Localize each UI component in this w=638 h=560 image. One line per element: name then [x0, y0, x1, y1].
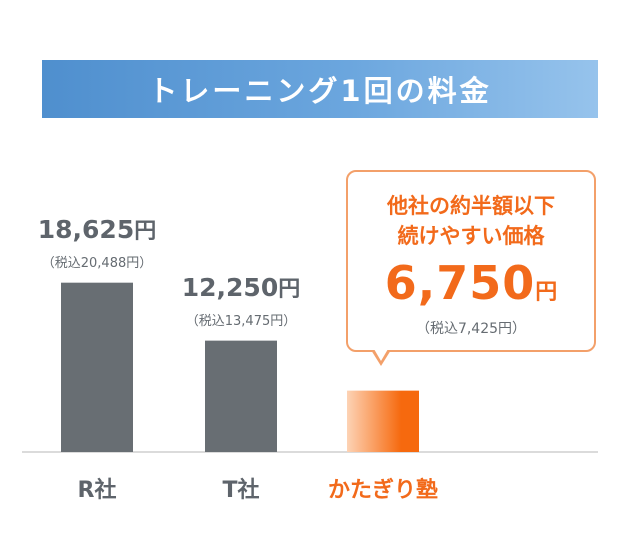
price-callout: 他社の約半額以下 続けやすい価格 6,750円 （税込7,425円） — [346, 170, 596, 352]
price-unit-r: 円 — [134, 218, 157, 244]
price-label-r: 18,625円 — [17, 213, 177, 245]
bar-t — [205, 340, 277, 452]
price-value-t: 12,250 — [181, 272, 279, 302]
category-label-t: T社 — [222, 478, 260, 503]
callout-tax: （税込7,425円） — [415, 321, 527, 337]
bar-katagiri — [347, 390, 419, 452]
callout-line-2: 続けやすい価格 — [397, 224, 545, 248]
callout-line-1: 他社の約半額以下 — [387, 194, 555, 218]
price-label-t: 12,250円 — [161, 271, 321, 303]
bar-r — [61, 282, 133, 452]
category-label-katagiri: かたぎり塾 — [327, 478, 438, 503]
callout-price-value: 6,750 — [384, 256, 536, 310]
tax-label-r: （税込20,488円） — [41, 255, 153, 271]
callout-price-unit: 円 — [535, 280, 558, 305]
price-unit-t: 円 — [278, 276, 301, 302]
callout-tail-fill — [374, 349, 388, 361]
title-banner: トレーニング1回の料金 — [42, 60, 598, 118]
chart-title: トレーニング1回の料金 — [148, 74, 492, 108]
category-label-r: R社 — [77, 478, 117, 503]
tax-label-t: （税込13,475円） — [185, 313, 297, 329]
callout-price: 6,750円 — [348, 256, 594, 310]
price-value-r: 18,625 — [37, 214, 135, 244]
